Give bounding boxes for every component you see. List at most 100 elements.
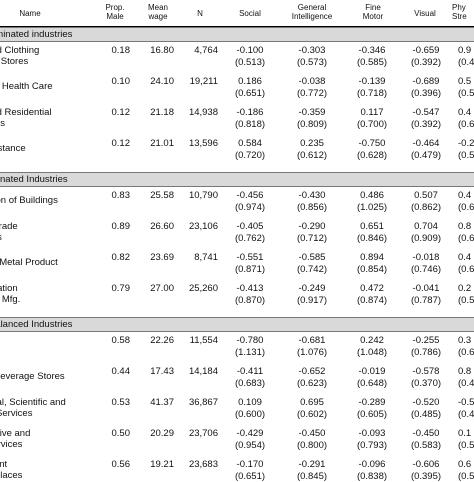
cell-social-coef: -0.186	[236, 107, 264, 118]
cell-physical-coef: -0.5	[458, 397, 474, 408]
cell-name: y Trade	[0, 221, 18, 232]
cell-fine-motor-se: (0.846)	[356, 233, 388, 244]
cell-social-coef: 0.186	[238, 76, 262, 87]
cell-physical-se: (0.5	[458, 150, 474, 161]
cell-n: 23,706	[188, 428, 218, 439]
cell-name: onal, Scientific and	[0, 397, 66, 408]
cell-physical-coef: 0.4	[458, 252, 472, 263]
cell-visual-se: (0.479)	[410, 150, 442, 161]
cell-prop-male: 0.44	[111, 366, 131, 377]
section-header: minated Industries	[0, 172, 474, 187]
cell-prop-male: 0.50	[111, 428, 131, 439]
cell-visual-se: (0.862)	[410, 202, 442, 213]
cell-general-intelligence-se: (0.856)	[296, 202, 328, 213]
cell-fine-motor-se: (0.628)	[356, 150, 388, 161]
cell-visual-se: (0.909)	[410, 233, 442, 244]
cell-name: ies Stores	[0, 56, 29, 67]
cell-physical-coef: 0.8	[458, 221, 472, 232]
header-physical: Phy Stre	[452, 3, 467, 21]
cell-visual-coef: -0.689	[412, 76, 440, 87]
cell-physical-se: (0.6	[458, 264, 474, 275]
cell-visual-se: (0.370)	[410, 378, 442, 389]
cell-general-intelligence-coef: -0.359	[298, 107, 326, 118]
cell-fine-motor-se: (0.874)	[356, 295, 388, 306]
cell-general-intelligence-se: (0.712)	[296, 233, 328, 244]
cell-general-intelligence-se: (0.602)	[296, 409, 328, 420]
header-fine-motor: Fine Motor	[362, 3, 384, 21]
cell-physical-se: (0.6	[458, 119, 474, 130]
cell-social-coef: -0.413	[236, 283, 264, 294]
section-title: minated Industries	[0, 174, 68, 185]
cell-visual-coef: -0.464	[412, 138, 440, 149]
cell-visual-coef: -0.659	[412, 45, 440, 56]
cell-name: ed Metal Product	[0, 257, 58, 268]
cell-physical-se: (0.5	[458, 88, 474, 99]
cell-prop-male: 0.53	[111, 397, 131, 408]
cell-mean-wage: 21.01	[150, 138, 174, 149]
cell-mean-wage: 24.10	[150, 76, 174, 87]
cell-n: 14,184	[188, 366, 218, 377]
cell-name: tors	[0, 233, 2, 243]
header-visual: Visual	[414, 9, 436, 18]
cell-prop-male: 0.56	[111, 459, 131, 470]
cell-n: 14,938	[188, 107, 218, 118]
cell-social-coef: -0.551	[236, 252, 264, 263]
cell-visual-se: (0.583)	[410, 440, 442, 451]
cell-general-intelligence-coef: -0.652	[298, 366, 326, 377]
cell-physical-se: (0.6	[458, 233, 474, 244]
cell-general-intelligence-se: (0.573)	[296, 57, 328, 68]
cell-social-se: (0.683)	[234, 378, 266, 389]
cell-fine-motor-se: (0.585)	[356, 57, 388, 68]
cell-visual-se: (0.392)	[410, 119, 442, 130]
cell-mean-wage: 19.21	[150, 459, 174, 470]
cell-general-intelligence-coef: -0.430	[298, 190, 326, 201]
cell-general-intelligence-se: (0.612)	[296, 150, 328, 161]
cell-social-coef: -0.429	[236, 428, 264, 439]
section-header: balanced Industries	[0, 317, 474, 332]
cell-fine-motor-se: (0.718)	[356, 88, 388, 99]
cell-general-intelligence-se: (0.623)	[296, 378, 328, 389]
cell-fine-motor-coef: 0.894	[360, 252, 384, 263]
header-social: Social	[239, 9, 261, 18]
cell-mean-wage: 41.37	[150, 397, 174, 408]
cell-name: trative and	[0, 428, 31, 439]
cell-prop-male: 0.79	[111, 283, 131, 294]
cell-prop-male: 0.89	[111, 221, 131, 232]
header-prop-male: Prop. Male	[105, 3, 125, 21]
cell-physical-coef: -0.2	[458, 138, 474, 149]
cell-name: and Clothing	[0, 45, 40, 56]
cell-n: 23,106	[188, 221, 218, 232]
cell-physical-se: (0.4	[458, 57, 474, 68]
cell-general-intelligence-se: (0.809)	[296, 119, 328, 130]
cell-name: al Services	[0, 408, 33, 419]
cell-fine-motor-coef: 0.472	[360, 283, 384, 294]
cell-visual-coef: -0.018	[412, 252, 440, 263]
cell-n: 25,260	[188, 283, 218, 294]
cell-visual-coef: -0.547	[412, 107, 440, 118]
cell-n: 19,211	[189, 76, 218, 87]
cell-prop-male: 0.12	[111, 107, 131, 118]
cell-general-intelligence-coef: -0.249	[298, 283, 326, 294]
cell-n: 36,867	[188, 397, 218, 408]
cell-social-se: (0.818)	[234, 119, 266, 130]
cell-social-se: (0.600)	[234, 409, 266, 420]
cell-mean-wage: 17.43	[150, 366, 174, 377]
cell-fine-motor-coef: 0.486	[360, 190, 384, 201]
cell-physical-coef: 0.6	[458, 459, 472, 470]
cell-fine-motor-coef: 0.651	[360, 221, 384, 232]
cell-name: d Beverage Stores	[0, 371, 65, 382]
cell-social-coef: -0.456	[236, 190, 264, 201]
cell-social-se: (0.871)	[234, 264, 266, 275]
cell-general-intelligence-coef: -0.038	[298, 76, 326, 87]
cell-prop-male: 0.83	[111, 190, 131, 201]
cell-fine-motor-se: (0.648)	[356, 378, 388, 389]
cell-visual-coef: -0.578	[412, 366, 440, 377]
cell-visual-coef: 0.704	[414, 221, 438, 232]
cell-visual-coef: 0.507	[414, 190, 438, 201]
cell-general-intelligence-se: (0.742)	[296, 264, 328, 275]
cell-social-se: (0.651)	[234, 88, 266, 99]
cell-general-intelligence-coef: -0.290	[298, 221, 326, 232]
cell-social-se: (0.720)	[234, 150, 266, 161]
cell-social-coef: -0.780	[236, 335, 264, 346]
cell-n: 23,683	[188, 459, 218, 470]
